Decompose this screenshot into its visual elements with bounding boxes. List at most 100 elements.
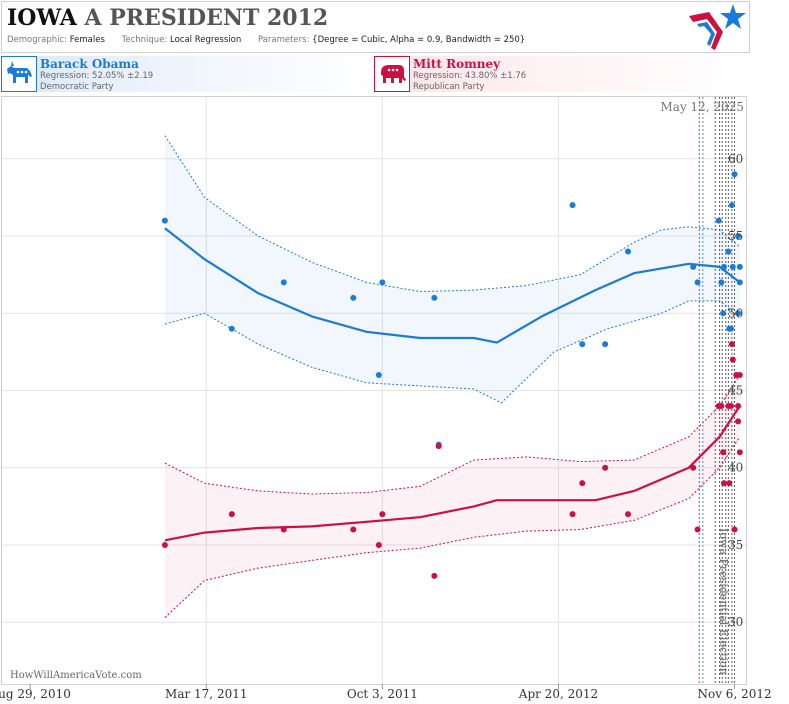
data-point: [579, 341, 586, 348]
donkey-icon: [1, 56, 37, 92]
demographic-value: Females: [69, 35, 105, 45]
watermark: HowWillAmericaVote.com: [10, 670, 142, 681]
data-point: [728, 402, 735, 409]
data-point: [736, 279, 743, 286]
parameters-label: Parameters:: [257, 35, 310, 45]
data-point: [720, 449, 727, 456]
race-name: A PRESIDENT 2012: [84, 5, 329, 31]
plot-frame: [1, 96, 747, 685]
poll-date-lines: [698, 97, 736, 684]
data-point: [731, 526, 738, 533]
candidate-party: Democratic Party: [40, 82, 114, 92]
candidate-romney: Mitt Romney Regression: 43.80% ±1.76 Rep…: [374, 56, 748, 92]
candidate-regression: Regression: 52.05% ±2.19: [40, 71, 154, 81]
data-point: [720, 480, 727, 487]
data-point: [729, 356, 736, 363]
data-point: [280, 526, 287, 533]
data-point: [736, 263, 743, 270]
trend-line: [164, 227, 741, 344]
data-point: [725, 248, 732, 255]
data-point: [379, 511, 386, 518]
data-point: [431, 294, 438, 301]
data-point: [625, 248, 632, 255]
confidence-band: [164, 135, 740, 403]
chart-parameters: Demographic: Females Technique: Local Re…: [7, 35, 539, 45]
data-point: [602, 341, 609, 348]
data-point: [280, 279, 287, 286]
data-point: [228, 325, 235, 332]
data-point: [350, 526, 357, 533]
x-tick-label: Mar 17, 2011: [165, 687, 247, 701]
band-lower-line: [164, 436, 741, 618]
candidate-name: Barack Obama: [40, 57, 139, 71]
data-point: [579, 480, 586, 487]
date-annotation: May 12, 2025: [661, 100, 744, 114]
band-upper-line: [164, 374, 741, 495]
data-point: [690, 263, 697, 270]
trend-lines: [164, 227, 741, 542]
parameters-value: {Degree = Cubic, Alpha = 0.9, Bandwidth …: [312, 35, 526, 45]
y-tick-label: 35: [728, 538, 743, 552]
band-lower-line: [164, 300, 741, 404]
y-axis: 30 35 40 45 50 55 60: [728, 152, 743, 629]
data-point: [735, 402, 742, 409]
x-tick-label: Apr 20, 2012: [518, 687, 598, 701]
candidate-obama: Barack Obama Regression: 52.05% ±2.19 De…: [1, 56, 373, 92]
data-point: [718, 279, 725, 286]
y-tick-label: 40: [728, 461, 743, 475]
chart-header: IOWA A PRESIDENT 2012 Demographic: Femal…: [1, 1, 750, 53]
data-point: [435, 443, 442, 450]
candidate-regression: Regression: 43.80% ±1.76: [413, 71, 527, 81]
data-point: [375, 372, 382, 379]
data-point: [728, 325, 735, 332]
site-logo-icon: [689, 4, 746, 50]
data-point: [735, 418, 742, 425]
y-tick-label: 30: [728, 615, 743, 629]
data-point: [718, 402, 725, 409]
data-point: [694, 279, 701, 286]
event-label: Iowa Presidential Election: [717, 528, 730, 675]
data-point: [569, 202, 576, 209]
technique-label: Technique:: [121, 35, 168, 45]
data-point: [350, 294, 357, 301]
technique-value: Local Regression: [170, 35, 242, 45]
candidate-name: Mitt Romney: [413, 57, 501, 71]
data-point: [736, 449, 743, 456]
data-point: [379, 279, 386, 286]
data-point: [690, 464, 697, 471]
demographic-label: Demographic:: [7, 35, 68, 45]
data-point: [729, 263, 736, 270]
x-tick-label: Nov 6, 2012: [697, 687, 771, 701]
data-point: [161, 541, 168, 548]
trend-line: [164, 405, 741, 542]
data-point: [569, 511, 576, 518]
grid-lines: [2, 97, 746, 684]
poll-points: [161, 171, 743, 579]
y-tick-label: 45: [728, 384, 743, 398]
data-point: [735, 310, 742, 317]
data-point: [228, 511, 235, 518]
y-tick-label: 55: [728, 229, 743, 243]
x-axis: Aug 29, 2010 Mar 17, 2011 Oct 3, 2011 Apr 2…: [0, 684, 772, 701]
data-point: [375, 541, 382, 548]
data-point: [728, 202, 735, 209]
data-point: [161, 217, 168, 224]
x-tick-label: Aug 29, 2010: [0, 687, 71, 701]
chart-title: IOWA A PRESIDENT 2012: [7, 5, 328, 31]
state-name: IOWA: [7, 5, 77, 31]
band-upper-line: [164, 135, 741, 293]
candidate-party: Republican Party: [413, 82, 485, 92]
data-point: [602, 464, 609, 471]
y-tick-label: 60: [728, 152, 743, 166]
data-point: [715, 217, 722, 224]
data-point: [694, 526, 701, 533]
confidence-bands: [164, 135, 741, 618]
data-point: [720, 310, 727, 317]
x-tick-label: Oct 3, 2011: [347, 687, 418, 701]
y-tick-label: 50: [728, 306, 743, 320]
data-point: [431, 572, 438, 579]
data-point: [726, 480, 733, 487]
data-point: [735, 233, 742, 240]
data-point: [736, 372, 743, 379]
